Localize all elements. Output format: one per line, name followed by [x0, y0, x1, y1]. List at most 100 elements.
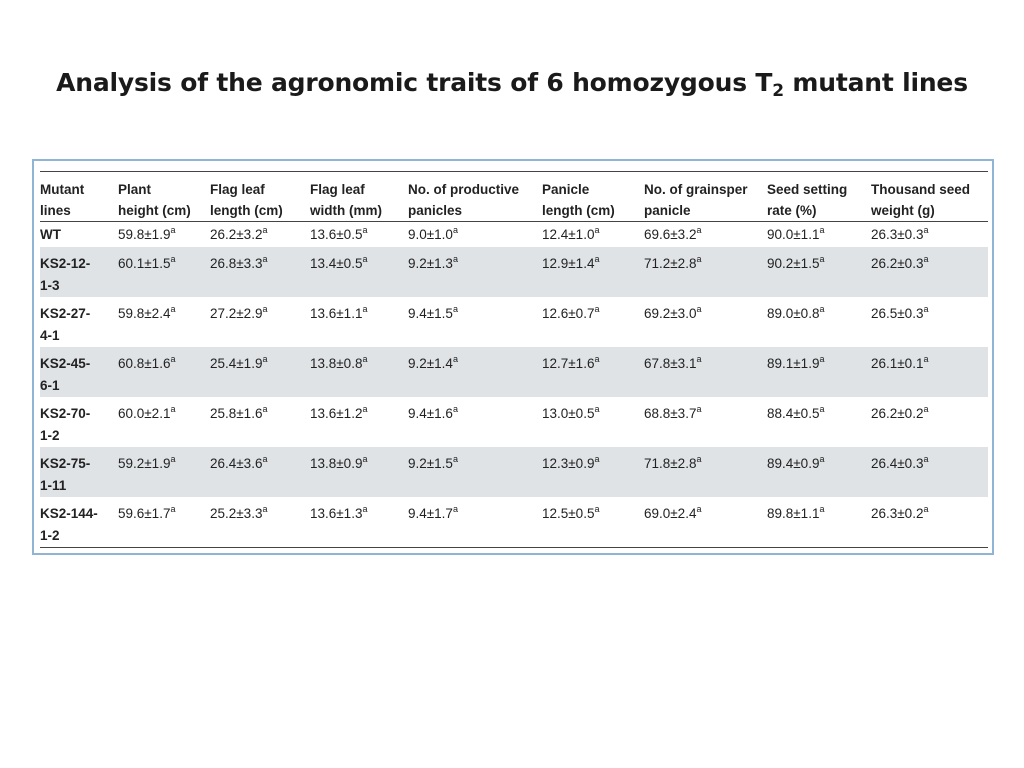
trait-value: 26.2±3.2 [210, 227, 263, 242]
trait-value-cell: 26.8±3.3a [210, 246, 310, 297]
significance-letter: a [696, 225, 702, 235]
trait-value: 60.1±1.5 [118, 255, 171, 271]
significance-letter: a [170, 403, 176, 414]
trait-value: 13.6±1.3 [310, 505, 363, 521]
column-header-line: Flag leaf [210, 182, 265, 197]
trait-value: 26.8±3.3 [210, 255, 263, 271]
column-header-line: lines [40, 203, 71, 218]
trait-value: 89.4±0.9 [767, 455, 820, 471]
trait-value: 12.9±1.4 [542, 255, 595, 271]
significance-letter: a [819, 403, 825, 414]
trait-value: 13.6±1.2 [310, 405, 363, 421]
mutant-line-cell: KS2-75- 1-11 [40, 446, 118, 497]
significance-letter: a [262, 253, 268, 264]
significance-letter: a [170, 225, 176, 235]
trait-value-cell: 13.6±1.1a [310, 297, 408, 347]
significance-letter: a [696, 253, 702, 264]
trait-value: 90.2±1.5 [767, 255, 820, 271]
trait-value: 59.8±2.4 [118, 305, 171, 321]
column-header: No. of grainsper panicle [644, 171, 767, 222]
trait-value: 26.2±0.3 [871, 255, 924, 271]
significance-letter: a [362, 303, 368, 314]
significance-letter: a [170, 303, 176, 314]
trait-value-cell: 12.4±1.0a [542, 222, 644, 247]
trait-value: 90.0±1.1 [767, 227, 820, 242]
trait-value-cell: 26.5±0.3a [871, 297, 988, 347]
significance-letter: a [262, 403, 268, 414]
traits-table: Mutant lines Plant height (cm) Flag leaf leng… [40, 171, 988, 548]
trait-value-cell: 12.3±0.9a [542, 446, 644, 497]
significance-letter: a [452, 253, 458, 264]
trait-value: 59.8±1.9 [118, 227, 171, 242]
mutant-line-label: KS2-144- [40, 505, 98, 521]
mutant-line-cell: WT [40, 222, 118, 247]
significance-letter: a [594, 303, 600, 314]
trait-value: 69.2±3.0 [644, 305, 697, 321]
trait-value: 67.8±3.1 [644, 355, 697, 371]
mutant-line-label: WT [40, 227, 61, 242]
trait-value: 12.3±0.9 [542, 455, 595, 471]
trait-value-cell: 69.2±3.0a [644, 297, 767, 347]
significance-letter: a [923, 303, 929, 314]
trait-value: 69.6±3.2 [644, 227, 697, 242]
column-header-line: Mutant [40, 182, 85, 197]
trait-value-cell: 13.6±1.2a [310, 397, 408, 447]
table-body: WT 59.8±1.9a 26.2±3.2a 13.6±0.5a 9.0±1.0a 12.… [40, 222, 988, 548]
trait-value: 13.8±0.8 [310, 355, 363, 371]
significance-letter: a [262, 353, 268, 364]
trait-value: 27.2±2.9 [210, 305, 263, 321]
column-header: Plant height (cm) [118, 171, 210, 222]
trait-value-cell: 69.0±2.4a [644, 496, 767, 548]
mutant-line-label: 1-2 [40, 527, 60, 543]
trait-value-cell: 9.2±1.4a [408, 346, 542, 397]
column-header-line: Panicle [542, 182, 590, 197]
significance-letter: a [362, 253, 368, 264]
trait-value: 26.2±0.2 [871, 405, 924, 421]
trait-value: 89.0±0.8 [767, 305, 820, 321]
trait-value: 9.2±1.4 [408, 355, 453, 371]
column-header: Seed setting rate (%) [767, 171, 871, 222]
table-row: KS2-70- 1-2 60.0±2.1a 25.8±1.6a 13.6±1.2a 9.4… [40, 397, 988, 447]
trait-value-cell: 9.2±1.3a [408, 246, 542, 297]
mutant-line-label: KS2-45- [40, 355, 91, 371]
mutant-line-label: KS2-12- [40, 255, 91, 271]
trait-value-cell: 9.4±1.5a [408, 297, 542, 347]
column-header-line: Thousand seed [871, 182, 971, 197]
trait-value-cell: 25.4±1.9a [210, 346, 310, 397]
significance-letter: a [170, 453, 176, 464]
trait-value-cell: 89.0±0.8a [767, 297, 871, 347]
significance-letter: a [594, 225, 600, 235]
significance-letter: a [819, 303, 825, 314]
trait-value-cell: 13.6±1.3a [310, 496, 408, 548]
trait-value: 68.8±3.7 [644, 405, 697, 421]
mutant-line-label: 1-11 [40, 477, 67, 493]
column-header: Flag leaf width (mm) [310, 171, 408, 222]
significance-letter: a [923, 253, 929, 264]
mutant-line-label: 4-1 [40, 327, 60, 343]
column-header-line: length (cm) [210, 203, 283, 218]
significance-letter: a [452, 225, 458, 235]
trait-value: 69.0±2.4 [644, 505, 697, 521]
trait-value: 12.5±0.5 [542, 505, 595, 521]
trait-value-cell: 59.8±2.4a [118, 297, 210, 347]
mutant-line-cell: KS2-45- 6-1 [40, 346, 118, 397]
trait-value: 60.0±2.1 [118, 405, 171, 421]
column-header-line: length (cm) [542, 203, 615, 218]
trait-value-cell: 60.0±2.1a [118, 397, 210, 447]
mutant-line-label: KS2-75- [40, 455, 91, 471]
trait-value-cell: 68.8±3.7a [644, 397, 767, 447]
trait-value: 13.8±0.9 [310, 455, 363, 471]
trait-value-cell: 26.3±0.2a [871, 496, 988, 548]
trait-value-cell: 26.2±0.3a [871, 246, 988, 297]
significance-letter: a [362, 403, 368, 414]
trait-value-cell: 26.4±0.3a [871, 446, 988, 497]
trait-value-cell: 71.8±2.8a [644, 446, 767, 497]
significance-letter: a [696, 403, 702, 414]
significance-letter: a [819, 453, 825, 464]
trait-value-cell: 13.8±0.9a [310, 446, 408, 497]
trait-value: 9.4±1.6 [408, 405, 453, 421]
trait-value-cell: 13.6±0.5a [310, 222, 408, 247]
significance-letter: a [594, 353, 600, 364]
trait-value: 9.2±1.3 [408, 255, 453, 271]
table-row: KS2-27- 4-1 59.8±2.4a 27.2±2.9a 13.6±1.1a 9.4… [40, 297, 988, 347]
